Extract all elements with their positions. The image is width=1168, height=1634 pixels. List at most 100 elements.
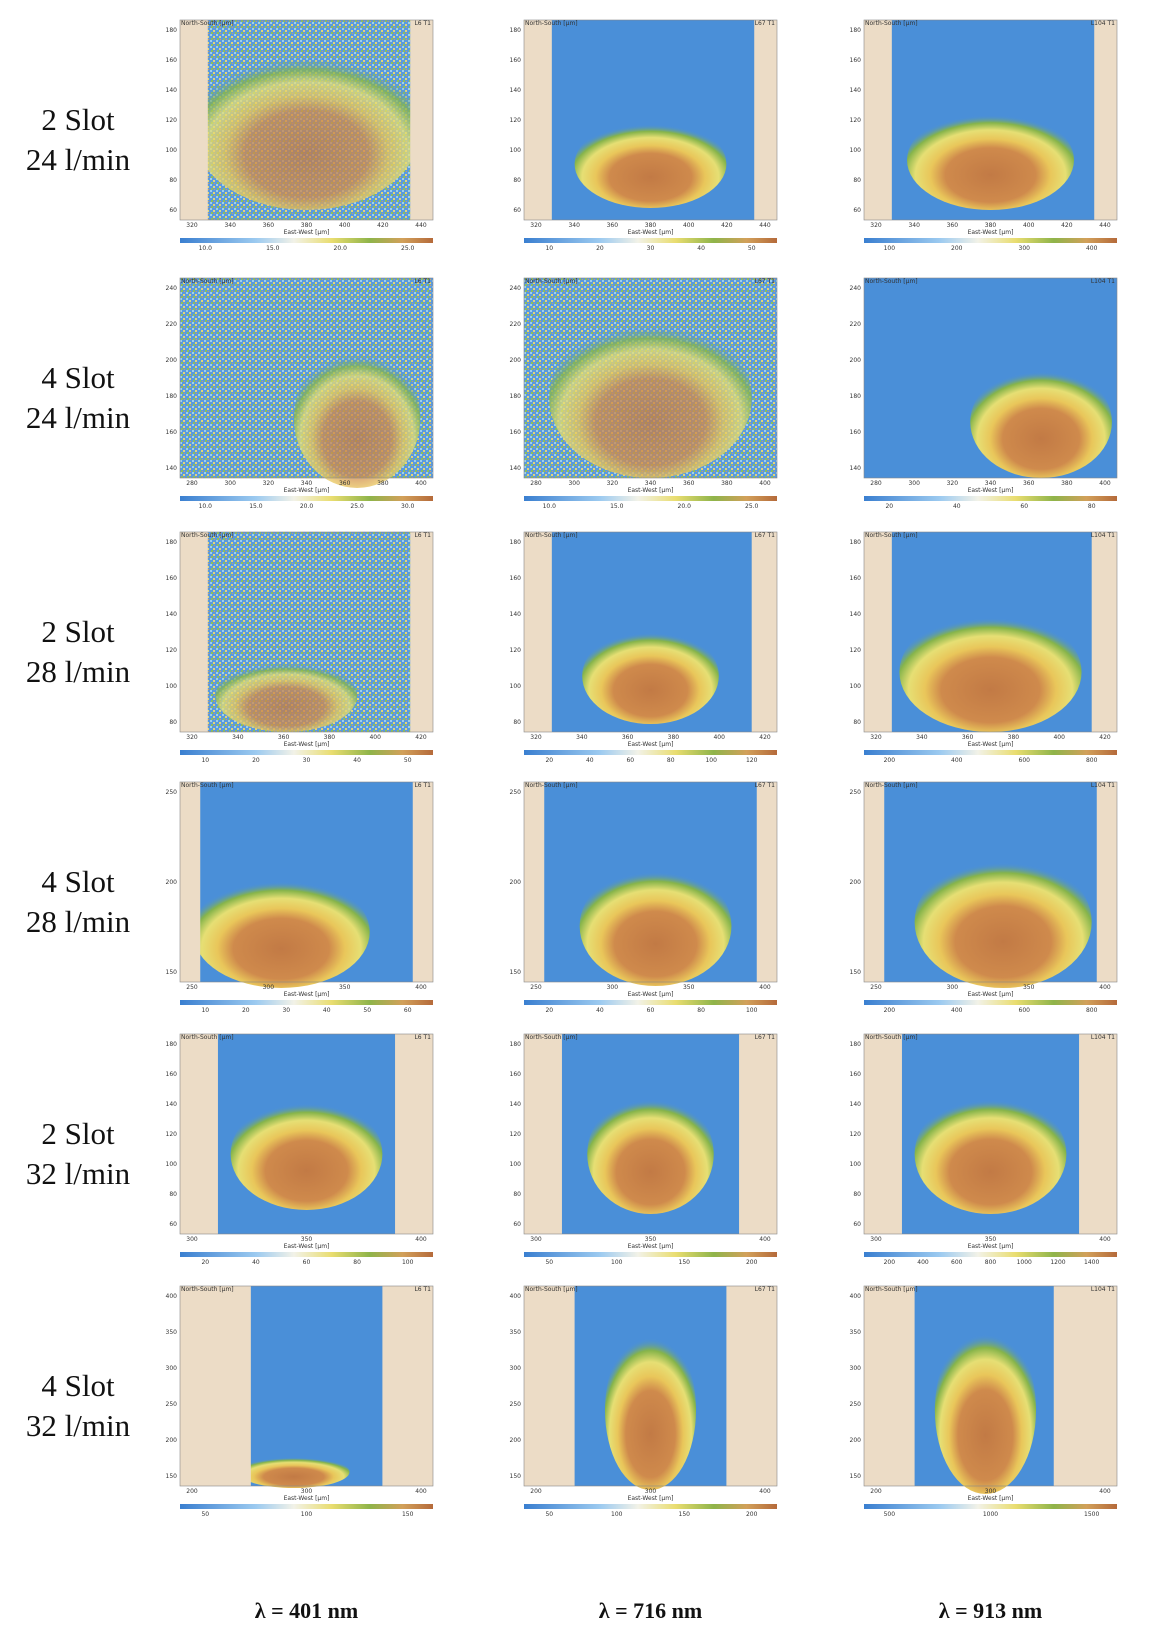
x-tick-label: 380 <box>985 222 997 229</box>
colorbar-tick-label: 60 <box>303 1259 311 1266</box>
y-tick-label: 220 <box>850 321 862 328</box>
heatmap-panel: North-South [µm]L6 T11801601401201008060… <box>166 20 433 252</box>
y-tick-label: 400 <box>510 1293 522 1300</box>
y-tick-label: 60 <box>513 207 521 214</box>
x-tick-label: 350 <box>645 1236 657 1243</box>
colorbar-tick-label: 20.0 <box>300 503 314 510</box>
colorbar <box>180 238 433 243</box>
x-tick-label: 320 <box>530 734 542 741</box>
y-tick-label: 350 <box>510 1329 522 1336</box>
colorbar-tick-label: 20 <box>885 503 893 510</box>
x-tick-label: 320 <box>186 222 198 229</box>
masked-area <box>524 20 552 220</box>
x-tick-label: 400 <box>1099 480 1111 487</box>
colorbar-tick-label: 50 <box>545 1511 553 1518</box>
x-tick-label: 360 <box>947 222 959 229</box>
x-tick-label: 420 <box>1099 734 1111 741</box>
x-tick-label: 300 <box>870 1236 882 1243</box>
y-tick-label: 180 <box>166 27 178 34</box>
x-tick-label: 350 <box>985 1236 997 1243</box>
heatmap-panel: North-South [µm]L6 T14003503002502001502… <box>166 1286 433 1518</box>
colorbar-tick-label: 40 <box>353 757 361 764</box>
row-label-line: 4 Slot <box>41 360 115 395</box>
intensity-blob <box>215 660 357 732</box>
y-tick-label: 140 <box>850 87 862 94</box>
y-tick-label: 350 <box>166 1329 178 1336</box>
colorbar <box>864 1000 1117 1005</box>
x-tick-label: 360 <box>683 480 695 487</box>
colorbar <box>524 1000 777 1005</box>
colorbar-tick-label: 40 <box>953 503 961 510</box>
column-label: λ = 716 nm <box>599 1598 702 1623</box>
colorbar <box>864 1504 1117 1509</box>
x-axis-label: East-West [µm] <box>628 487 674 494</box>
colorbar-tick-label: 100 <box>746 1007 758 1014</box>
x-axis-label: East-West [µm] <box>968 741 1014 748</box>
x-tick-label: 400 <box>1053 734 1065 741</box>
row-label-line: 4 Slot <box>41 1368 115 1403</box>
masked-area <box>410 532 433 732</box>
colorbar-tick-label: 15.0 <box>249 503 263 510</box>
colorbar-tick-label: 100 <box>705 757 717 764</box>
x-tick-label: 380 <box>721 480 733 487</box>
masked-area <box>1054 1286 1117 1486</box>
colorbar-tick-label: 1400 <box>1084 1259 1099 1266</box>
x-tick-label: 400 <box>415 1488 427 1495</box>
x-tick-label: 420 <box>759 734 771 741</box>
x-axis-label: East-West [µm] <box>968 487 1014 494</box>
intensity-blob <box>970 366 1112 478</box>
y-axis-label: North-South [µm] <box>865 782 918 789</box>
y-tick-label: 80 <box>853 1191 861 1198</box>
x-tick-label: 400 <box>369 734 381 741</box>
y-tick-label: 180 <box>166 539 178 546</box>
panel-tag: L6 T1 <box>414 1034 431 1041</box>
colorbar-tick-label: 100 <box>884 245 896 252</box>
y-tick-label: 150 <box>510 969 522 976</box>
y-tick-label: 160 <box>850 1071 862 1078</box>
heatmap-panel: North-South [µm]L104 T118016014012010080… <box>850 1034 1117 1266</box>
colorbar <box>180 1504 433 1509</box>
y-axis-label: North-South [µm] <box>525 782 578 789</box>
heatmap-panel: North-South [µm]L104 T140035030025020015… <box>850 1286 1117 1518</box>
y-tick-label: 220 <box>166 321 178 328</box>
y-tick-label: 160 <box>510 575 522 582</box>
colorbar <box>180 750 433 755</box>
heatmap-panel: North-South [µm]L67 T1400350300250200150… <box>510 1286 777 1518</box>
x-tick-label: 320 <box>870 222 882 229</box>
y-tick-label: 100 <box>166 147 178 154</box>
colorbar-tick-label: 800 <box>985 1259 997 1266</box>
y-axis-label: North-South [µm] <box>181 782 234 789</box>
masked-area <box>1092 532 1117 732</box>
x-tick-label: 440 <box>1099 222 1111 229</box>
row-label-line: 28 l/min <box>26 904 131 939</box>
colorbar-tick-label: 20.0 <box>334 245 348 252</box>
y-tick-label: 160 <box>510 429 522 436</box>
intensity-blob <box>238 1456 349 1488</box>
row-label: 4 Slot32 l/min <box>26 1368 131 1443</box>
y-tick-label: 150 <box>166 969 178 976</box>
colorbar-tick-label: 10.0 <box>199 245 213 252</box>
figure: 2 Slot24 l/minNorth-South [µm]L6 T118016… <box>0 0 1168 1634</box>
colorbar-tick-label: 60 <box>626 757 634 764</box>
x-axis-label: East-West [µm] <box>284 229 330 236</box>
y-tick-label: 180 <box>850 1041 862 1048</box>
x-tick-label: 420 <box>415 734 427 741</box>
panel-tag: L6 T1 <box>414 782 431 789</box>
x-tick-label: 380 <box>377 480 389 487</box>
x-tick-label: 360 <box>1023 480 1035 487</box>
x-tick-label: 300 <box>186 1236 198 1243</box>
x-axis-label: East-West [µm] <box>284 741 330 748</box>
colorbar-tick-label: 400 <box>1086 245 1098 252</box>
colorbar-tick-label: 20 <box>545 1007 553 1014</box>
y-tick-label: 120 <box>166 1131 178 1138</box>
x-tick-label: 400 <box>759 984 771 991</box>
x-tick-label: 200 <box>530 1488 542 1495</box>
x-axis-label: East-West [µm] <box>628 1495 674 1502</box>
masked-area <box>754 20 777 220</box>
masked-area <box>395 1034 433 1234</box>
colorbar <box>524 750 777 755</box>
x-axis-label: East-West [µm] <box>284 1243 330 1250</box>
y-tick-label: 240 <box>166 285 178 292</box>
y-tick-label: 180 <box>510 1041 522 1048</box>
y-tick-label: 120 <box>166 647 178 654</box>
